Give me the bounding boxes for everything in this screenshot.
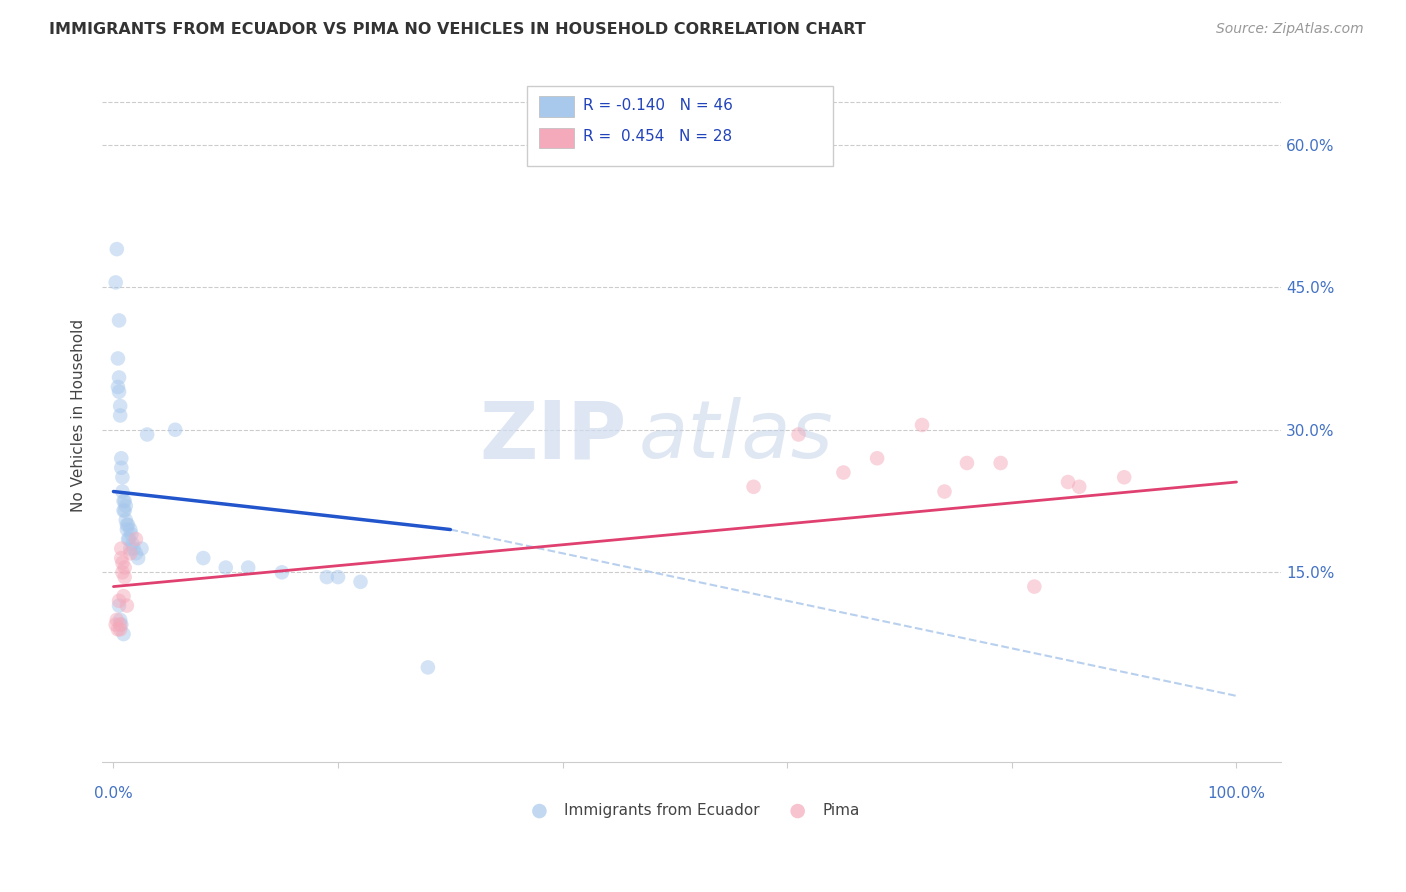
Point	[122, 541, 145, 556]
Point	[125, 532, 148, 546]
Point	[787, 427, 810, 442]
Text: 100.0%: 100.0%	[1208, 786, 1265, 801]
Point	[1024, 580, 1046, 594]
Point	[108, 399, 131, 413]
Text: ZIP: ZIP	[479, 397, 627, 475]
Point	[215, 560, 238, 574]
Point	[136, 427, 159, 442]
Point	[108, 384, 131, 399]
Text: 0.0%: 0.0%	[94, 786, 132, 801]
Text: R =  0.454   N = 28: R = 0.454 N = 28	[583, 129, 733, 144]
Point	[114, 560, 136, 574]
Point	[326, 570, 349, 584]
Y-axis label: No Vehicles in Household: No Vehicles in Household	[72, 319, 86, 512]
Point	[270, 566, 292, 580]
Point	[110, 541, 132, 556]
Text: Source: ZipAtlas.com: Source: ZipAtlas.com	[1216, 22, 1364, 37]
Point	[118, 532, 141, 546]
Text: IMMIGRANTS FROM ECUADOR VS PIMA NO VEHICLES IN HOUSEHOLD CORRELATION CHART: IMMIGRANTS FROM ECUADOR VS PIMA NO VEHIC…	[49, 22, 866, 37]
Point	[110, 551, 132, 566]
Point	[112, 627, 135, 641]
Point	[131, 541, 153, 556]
Point	[114, 503, 136, 517]
Point	[105, 242, 128, 256]
Point	[108, 613, 131, 627]
Point	[114, 499, 136, 513]
FancyBboxPatch shape	[538, 96, 574, 117]
Point	[115, 599, 138, 613]
Point	[120, 523, 142, 537]
Point	[416, 660, 439, 674]
Point	[165, 423, 187, 437]
Point	[111, 566, 134, 580]
FancyBboxPatch shape	[538, 128, 574, 148]
Point	[108, 313, 131, 327]
Point	[111, 470, 134, 484]
Point	[114, 570, 136, 584]
Point	[866, 451, 889, 466]
Point	[120, 546, 142, 560]
Text: R = -0.140   N = 46: R = -0.140 N = 46	[583, 98, 733, 112]
Point	[114, 494, 136, 508]
Point	[107, 380, 129, 394]
Point	[832, 466, 855, 480]
Point	[349, 574, 371, 589]
Legend: Immigrants from Ecuador, Pima: Immigrants from Ecuador, Pima	[517, 797, 866, 824]
Point	[112, 589, 135, 603]
Point	[990, 456, 1012, 470]
Point	[104, 276, 127, 290]
Point	[934, 484, 956, 499]
Point	[105, 613, 128, 627]
Point	[110, 451, 132, 466]
Point	[911, 417, 934, 432]
Point	[127, 551, 149, 566]
Point	[125, 546, 148, 560]
Point	[117, 517, 139, 532]
Text: atlas: atlas	[638, 397, 834, 475]
Point	[315, 570, 337, 584]
Point	[120, 541, 142, 556]
Point	[108, 623, 131, 637]
Point	[112, 503, 135, 517]
Point	[1057, 475, 1080, 489]
Point	[742, 480, 765, 494]
Point	[1069, 480, 1091, 494]
Point	[1114, 470, 1136, 484]
Point	[108, 409, 131, 423]
Point	[115, 517, 138, 532]
Point	[111, 556, 134, 570]
Point	[238, 560, 260, 574]
Point	[108, 599, 131, 613]
Point	[193, 551, 215, 566]
Point	[110, 617, 132, 632]
Point	[107, 351, 129, 366]
Point	[110, 460, 132, 475]
Point	[108, 370, 131, 384]
Point	[108, 594, 131, 608]
Point	[121, 537, 143, 551]
Point	[114, 513, 136, 527]
Point	[956, 456, 979, 470]
Point	[104, 617, 127, 632]
Point	[117, 532, 139, 546]
Point	[120, 527, 142, 541]
Point	[108, 617, 131, 632]
Point	[111, 484, 134, 499]
Point	[112, 494, 135, 508]
Point	[115, 523, 138, 537]
Point	[107, 623, 129, 637]
FancyBboxPatch shape	[527, 86, 834, 166]
